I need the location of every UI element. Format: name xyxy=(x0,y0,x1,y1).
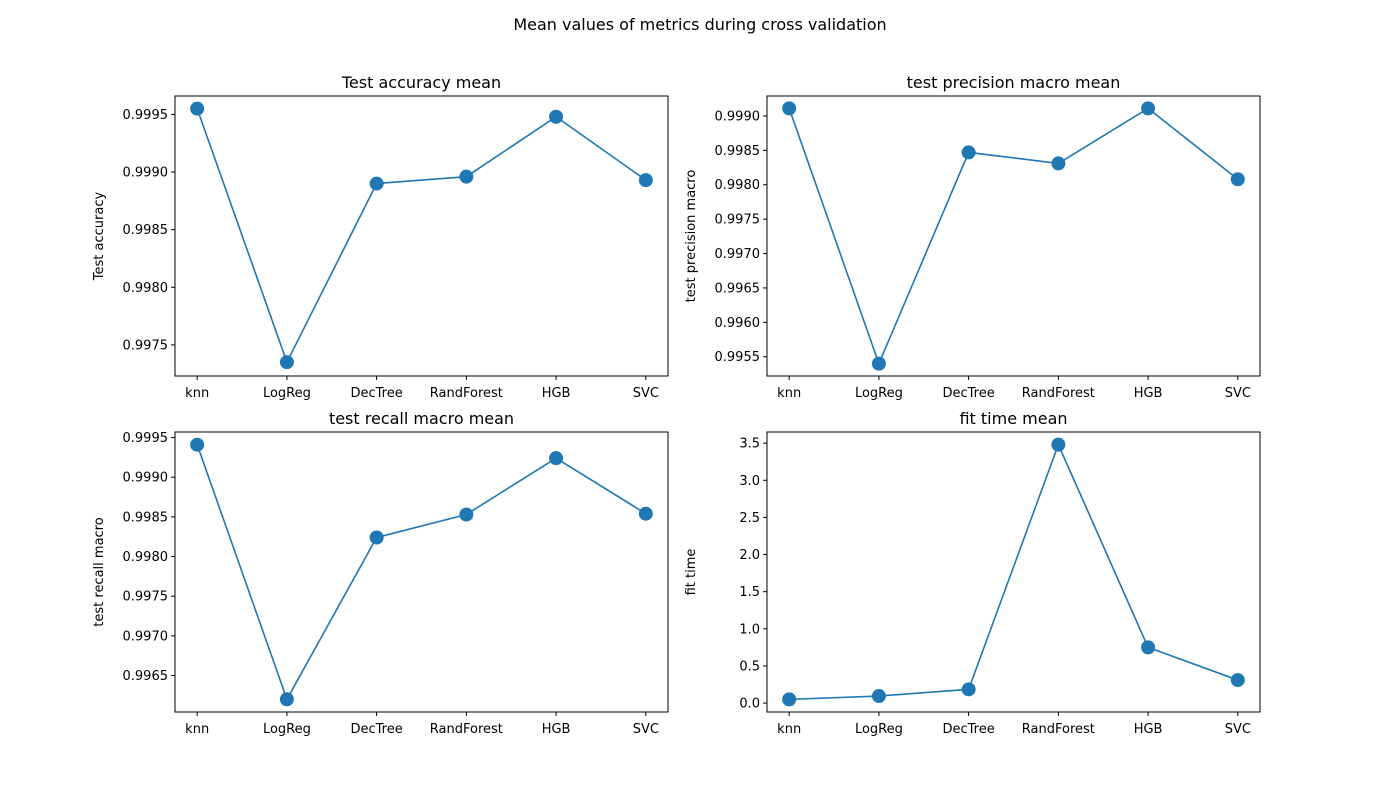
test-recall-macro-point-hgb xyxy=(549,451,564,466)
test-precision-macro-x-tick-label-dectree: DecTree xyxy=(943,386,995,401)
test-recall-macro-point-svc xyxy=(638,506,653,521)
test-recall-macro-y-tick-label: 0.9990 xyxy=(123,471,169,486)
test-accuracy-y-tick-label: 0.9985 xyxy=(123,223,169,238)
test-precision-macro-point-hgb xyxy=(1141,101,1156,116)
test-recall-macro-y-tick-label: 0.9965 xyxy=(123,669,169,684)
test-accuracy-axes-frame xyxy=(174,95,669,377)
test-accuracy-y-axis-label: Test accuracy xyxy=(92,192,107,282)
panel-test-precision-macro: test precision macro mean test precision … xyxy=(684,73,1261,401)
test-recall-macro-point-knn xyxy=(190,437,205,452)
test-recall-macro-y-tick-label: 0.9970 xyxy=(123,629,169,644)
fit-time-point-dectree xyxy=(961,682,976,697)
test-precision-macro-y-tick-label: 0.9985 xyxy=(715,144,761,159)
fit-time-point-hgb xyxy=(1141,640,1156,655)
fit-time-y-tick-label: 2.5 xyxy=(739,511,760,526)
test-recall-macro-series-line xyxy=(196,444,647,702)
test-recall-macro-x-tick-label-randforest: RandForest xyxy=(430,722,503,737)
test-recall-macro-title: test recall macro mean xyxy=(329,409,514,428)
test-accuracy-x-tick-label-logreg: LogReg xyxy=(263,386,311,401)
test-accuracy-point-hgb xyxy=(549,109,564,124)
test-precision-macro-point-logreg xyxy=(871,356,886,371)
test-precision-macro-y-tick-label: 0.9960 xyxy=(715,316,761,331)
test-recall-macro-y-tick-label: 0.9985 xyxy=(123,510,169,525)
fit-time-y-tick-label: 3.5 xyxy=(739,437,760,452)
test-precision-macro-y-tick-label: 0.9980 xyxy=(715,178,761,193)
test-recall-macro-x-tick-label-logreg: LogReg xyxy=(263,722,311,737)
test-precision-macro-point-dectree xyxy=(961,145,976,160)
test-accuracy-point-svc xyxy=(638,173,653,188)
test-accuracy-point-dectree xyxy=(369,176,384,191)
test-precision-macro-x-tick-label-logreg: LogReg xyxy=(855,386,903,401)
test-accuracy-point-logreg xyxy=(279,355,294,370)
fit-time-x-tick-label-knn: knn xyxy=(777,722,801,737)
test-recall-macro-x-tick-label-dectree: DecTree xyxy=(351,722,403,737)
fit-time-point-logreg xyxy=(871,689,886,704)
fit-time-point-knn xyxy=(782,692,797,707)
fit-time-y-axis-label: fit time xyxy=(684,549,699,596)
fit-time-y-tick-label: 1.0 xyxy=(739,622,760,637)
test-precision-macro-x-tick-label-randforest: RandForest xyxy=(1022,386,1095,401)
fit-time-x-tick-label-randforest: RandForest xyxy=(1022,722,1095,737)
test-recall-macro-point-logreg xyxy=(279,692,294,707)
test-accuracy-x-tick-label-hgb: HGB xyxy=(542,386,571,401)
fit-time-x-tick-label-hgb: HGB xyxy=(1134,722,1163,737)
test-accuracy-y-tick-label: 0.9980 xyxy=(123,281,169,296)
fit-time-x-tick-label-svc: SVC xyxy=(1225,722,1251,737)
test-recall-macro-x-tick-label-svc: SVC xyxy=(633,722,659,737)
test-recall-macro-y-axis-label: test recall macro xyxy=(92,517,107,626)
fit-time-series-line xyxy=(789,442,1239,701)
fit-time-x-tick-label-dectree: DecTree xyxy=(943,722,995,737)
fit-time-point-randforest xyxy=(1051,437,1066,452)
test-recall-macro-x-tick-label-hgb: HGB xyxy=(542,722,571,737)
test-accuracy-point-knn xyxy=(190,101,205,116)
test-accuracy-y-tick-label: 0.9990 xyxy=(123,166,169,181)
test-precision-macro-title: test precision macro mean xyxy=(907,73,1121,92)
test-precision-macro-y-tick-label: 0.9965 xyxy=(715,281,761,296)
test-precision-macro-y-tick-label: 0.9990 xyxy=(715,109,761,124)
test-recall-macro-axes-frame xyxy=(174,431,669,713)
test-precision-macro-axes-frame xyxy=(766,95,1261,377)
test-precision-macro-y-tick-label: 0.9975 xyxy=(715,213,761,228)
test-precision-macro-x-tick-label-knn: knn xyxy=(777,386,801,401)
fit-time-point-svc xyxy=(1230,673,1245,688)
test-recall-macro-y-tick-label: 0.9980 xyxy=(123,550,169,565)
fit-time-x-tick-label-logreg: LogReg xyxy=(855,722,903,737)
test-recall-macro-point-dectree xyxy=(369,530,384,545)
fit-time-axes-frame xyxy=(766,431,1261,713)
test-precision-macro-x-tick-label-svc: SVC xyxy=(1225,386,1251,401)
test-precision-macro-series-line xyxy=(788,107,1239,366)
test-recall-macro-y-tick-label: 0.9975 xyxy=(123,590,169,605)
test-precision-macro-point-knn xyxy=(782,101,797,116)
panel-test-recall-macro: test recall macro mean test recall macro 0… xyxy=(92,409,669,737)
panel-test-accuracy: Test accuracy mean Test accuracy 0.9975 0.9… xyxy=(92,73,669,401)
test-recall-macro-x-tick-label-knn: knn xyxy=(185,722,209,737)
test-accuracy-x-tick-label-knn: knn xyxy=(185,386,209,401)
fit-time-title: fit time mean xyxy=(959,409,1067,428)
test-precision-macro-y-tick-label: 0.9970 xyxy=(715,247,761,262)
test-accuracy-x-tick-label-svc: SVC xyxy=(633,386,659,401)
test-recall-macro-point-randforest xyxy=(459,507,474,522)
test-accuracy-series-line xyxy=(196,108,647,365)
panel-fit-time: fit time mean fit time 0.0 0.5 1.0 1.5 2.0 2.5 3… xyxy=(684,409,1261,737)
test-precision-macro-x-tick-label-hgb: HGB xyxy=(1134,386,1163,401)
test-accuracy-y-tick-label: 0.9995 xyxy=(123,108,169,123)
test-accuracy-y-tick-label: 0.9975 xyxy=(123,338,169,353)
test-precision-macro-y-tick-label: 0.9955 xyxy=(715,350,761,365)
test-precision-macro-y-axis-label: test precision macro xyxy=(684,170,699,303)
test-accuracy-title: Test accuracy mean xyxy=(341,73,501,92)
test-accuracy-point-randforest xyxy=(459,169,474,184)
test-accuracy-x-tick-label-dectree: DecTree xyxy=(351,386,403,401)
test-recall-macro-y-tick-label: 0.9995 xyxy=(123,431,169,446)
fit-time-y-tick-label: 3.0 xyxy=(739,474,760,489)
fit-time-y-tick-label: 2.0 xyxy=(739,548,760,563)
fit-time-y-tick-label: 0.0 xyxy=(739,697,760,712)
test-precision-macro-point-svc xyxy=(1230,172,1245,187)
test-precision-macro-point-randforest xyxy=(1051,156,1066,171)
figure-suptitle: Mean values of metrics during cross vali… xyxy=(513,15,886,34)
fit-time-y-tick-label: 1.5 xyxy=(739,585,760,600)
test-accuracy-x-tick-label-randforest: RandForest xyxy=(430,386,503,401)
fit-time-y-tick-label: 0.5 xyxy=(739,659,760,674)
